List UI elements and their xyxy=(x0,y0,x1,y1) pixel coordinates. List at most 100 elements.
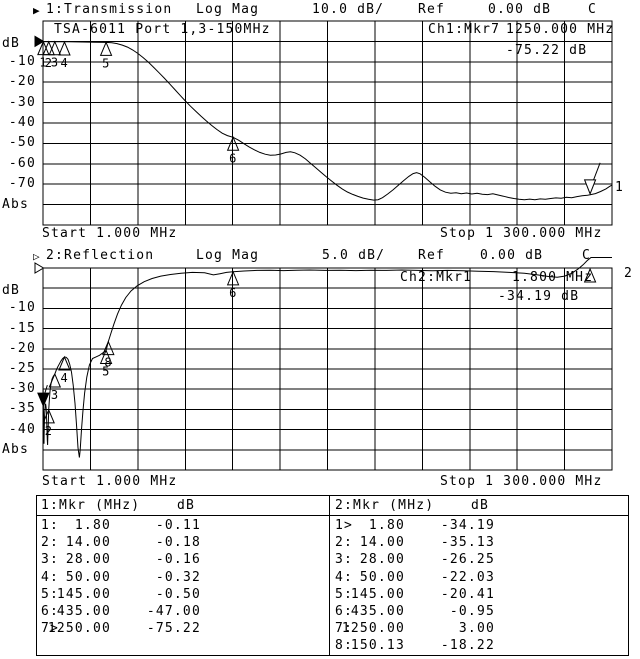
table-row: 7: 1250.00 3.00 xyxy=(331,622,628,638)
ch1-device-label: TSA-6011 Port 1,3-150MHz xyxy=(54,22,271,37)
ch1-marker-frequency: 1250.000 MHz xyxy=(506,22,615,37)
ch1-scale-value: 10.0 dB/ xyxy=(312,2,385,17)
ch2-marker-5-label: 5 xyxy=(102,364,109,378)
ch1-y-tick-label: -20 xyxy=(8,74,36,90)
marker-table-divider xyxy=(329,496,330,655)
ch1-marker-2-icon xyxy=(42,40,55,56)
table-row: 5: 145.00 -0.50 xyxy=(37,586,329,604)
marker-number: 6: xyxy=(335,604,354,619)
ch1-marker-3-label: 3 xyxy=(51,56,58,70)
ch2-marker-8-label: 8 xyxy=(104,356,111,370)
ch1-marker-4-label: 4 xyxy=(60,56,67,70)
table-row: 4: 50.00 -0.32 xyxy=(37,569,329,587)
ch1-y-tick-label: -50 xyxy=(8,135,36,151)
table-row: 7> 1250.00 -75.22 xyxy=(37,622,329,638)
table-row: 3: 28.00 -0.16 xyxy=(37,553,329,569)
ch2-ref-level-icon xyxy=(34,262,45,274)
marker-number: 1: xyxy=(41,518,60,533)
marker-number: 2: xyxy=(335,535,354,551)
ch2-ref-label: Ref xyxy=(418,248,446,263)
ch1-cal-indicator: C xyxy=(588,2,598,17)
ch1-format-label: Log Mag xyxy=(196,2,260,17)
ch1-marker-5-label: 5 xyxy=(102,56,109,70)
marker-number: 5: xyxy=(41,586,60,602)
marker-frequency: 435.00 xyxy=(56,604,111,619)
ch2-y-tick-label: -20 xyxy=(8,340,36,356)
table-row: 6: 435.00 -0.95 xyxy=(331,605,628,621)
marker-number: 3: xyxy=(335,552,354,568)
ch2-y-axis-unit: dB xyxy=(2,283,21,299)
marker-table-ch1-column: 1:Mkr (MHz) dB 1: 1.80 -0.11 2: 14.00 -0.18 3:… xyxy=(37,496,329,655)
ch1-ref-label: Ref xyxy=(418,2,446,17)
marker-frequency: 1250.00 xyxy=(47,621,111,637)
ch1-start-frequency: Start 1.000 MHz xyxy=(42,226,178,241)
ch2-marker-1-stem xyxy=(44,384,48,394)
marker-frequency: 50.00 xyxy=(65,569,111,585)
ch2-table-header-db: dB xyxy=(471,498,490,513)
marker-db-value: -18.22 xyxy=(440,638,495,654)
table-row: 1> 1.80 -34.19 xyxy=(331,519,628,535)
marker-table-ch2-column: 2:Mkr (MHz) dB 1> 1.80 -34.19 2: 14.00 -35.13… xyxy=(331,496,628,655)
table-row: 4: 50.00 -22.03 xyxy=(331,569,628,587)
marker-frequency: 50.00 xyxy=(359,569,405,585)
marker-db-value: -0.18 xyxy=(155,535,201,551)
marker-db-value: -47.00 xyxy=(146,604,201,619)
marker-frequency: 1.80 xyxy=(368,518,405,533)
ch1-marker-2-label: 2 xyxy=(45,56,52,70)
marker-table: 1:Mkr (MHz) dB 1: 1.80 -0.11 2: 14.00 -0.18 3:… xyxy=(36,495,629,656)
ch1-marker-7-stem xyxy=(593,162,601,181)
marker-frequency: 28.00 xyxy=(359,552,405,568)
ch1-y-axis-unit: dB xyxy=(2,36,21,52)
ch2-marker-7-icon xyxy=(583,267,597,283)
ch1-marker-5-icon xyxy=(99,41,113,56)
ch2-trace-number: 2 xyxy=(624,266,634,281)
marker-frequency: 14.00 xyxy=(359,535,405,551)
table-row: 8: 150.13 -18.22 xyxy=(331,639,628,655)
ch2-scale-value: 5.0 dB/ xyxy=(322,248,386,263)
marker-db-value: -34.19 xyxy=(440,518,495,533)
marker-frequency: 28.00 xyxy=(65,552,111,568)
marker-db-value: -0.32 xyxy=(155,569,201,585)
ch1-ref-value: 0.00 dB xyxy=(488,2,552,17)
marker-number: 4: xyxy=(335,569,354,585)
ch2-cal-indicator: C xyxy=(582,248,592,263)
table-row: 3: 28.00 -26.25 xyxy=(331,553,628,569)
ch1-table-header-db: dB xyxy=(177,498,196,513)
marker-number: 8: xyxy=(335,638,354,654)
marker-number: 5: xyxy=(335,586,354,602)
ch1-marker-7-icon xyxy=(583,179,597,196)
ch2-marker-6-label: 6 xyxy=(229,286,236,300)
ch1-marker-readout-label: Ch1:Mkr7 xyxy=(428,22,501,37)
marker-frequency: 145.00 xyxy=(56,586,111,602)
marker-number: 3: xyxy=(41,552,60,568)
ch2-y-tick-label: -25 xyxy=(8,361,36,376)
ch2-y-tick-label: -35 xyxy=(8,401,36,417)
ch2-y-tick-label: -15 xyxy=(8,320,36,336)
ch1-table-header: 1:Mkr (MHz) xyxy=(41,498,141,513)
marker-frequency: 145.00 xyxy=(350,586,405,602)
ch1-marker-6-label: 6 xyxy=(229,151,236,165)
ch1-active-trace-icon: ▶ xyxy=(33,4,40,17)
ch1-marker-1-label: 1 xyxy=(39,56,46,70)
ch1-y-tick-label: -70 xyxy=(8,176,36,192)
ch2-stop-frequency: Stop 1 300.000 MHz xyxy=(440,474,603,489)
ch2-y-tick-label: -40 xyxy=(8,421,36,437)
ch2-marker-frequency: 1.800 MHz xyxy=(512,270,594,285)
ch2-marker-4-icon xyxy=(58,355,71,371)
ch2-start-frequency: Start 1.000 MHz xyxy=(42,474,178,489)
marker-table-header-rule xyxy=(37,515,628,516)
ch2-format-label: Log Mag xyxy=(196,248,260,263)
ch2-marker-6-icon xyxy=(226,270,240,286)
table-row: 1: 1.80 -0.11 xyxy=(37,519,329,535)
ch2-marker-1-icon xyxy=(37,392,50,408)
marker-db-value: -20.41 xyxy=(440,586,495,602)
ch2-y-tick-label: -30 xyxy=(8,381,36,397)
ch1-y-tick-label: -40 xyxy=(8,115,36,130)
marker-frequency: 1250.00 xyxy=(341,621,405,637)
marker-db-value: -26.25 xyxy=(440,552,495,568)
ch1-graticule xyxy=(42,20,613,226)
ch1-marker-value: -75.22 dB xyxy=(506,43,588,58)
marker-frequency: 435.00 xyxy=(350,604,405,619)
marker-number: 4: xyxy=(41,569,60,585)
